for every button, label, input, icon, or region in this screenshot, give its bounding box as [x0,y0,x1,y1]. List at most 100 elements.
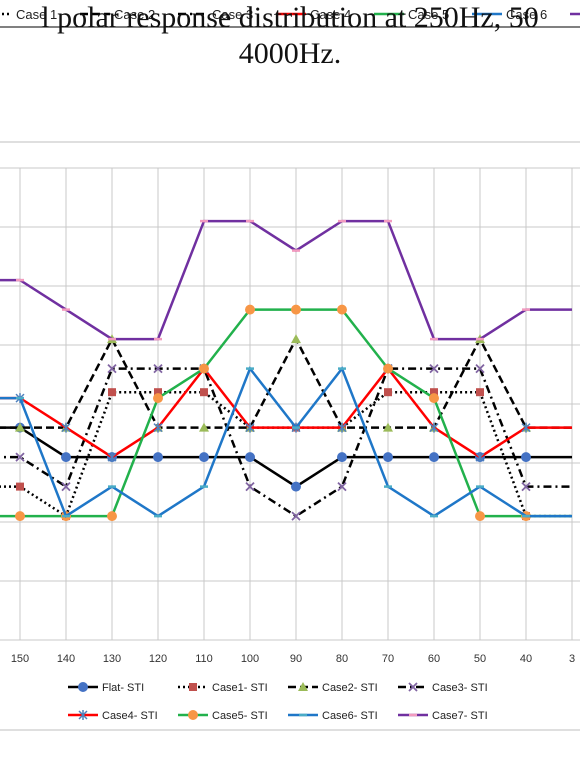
legend-marker [78,710,88,720]
data-point [521,422,531,433]
top-legend-item: Case 6 [472,7,547,22]
data-point [337,304,347,315]
x-tick-label: 60 [428,653,440,665]
legend-item: Case7- STI [398,710,488,722]
data-point [153,452,163,463]
series-line [0,336,572,429]
series-line [0,308,572,518]
legend-marker [188,710,198,720]
x-tick-label: 100 [241,653,259,665]
top-legend-item: Case 5 [374,7,449,22]
top-legend-label: Case 1 [16,7,57,22]
data-point [429,393,439,404]
data-point [430,388,438,397]
data-point [429,422,439,433]
data-point [153,422,163,433]
top-legend-item: Case 3 [178,7,253,22]
data-point [153,393,163,404]
caption-line-2: 4000Hz. [238,37,342,70]
x-tick-label: 40 [520,653,532,665]
chart-grid [0,167,580,641]
data-point [107,511,117,522]
data-point [291,304,301,315]
data-point [245,481,255,492]
top-legend-item: Case 4 [276,7,351,22]
data-point [475,452,485,463]
top-legend-label: Case 2 [114,7,155,22]
x-tick-label: 120 [149,653,167,665]
data-point [521,481,531,492]
data-point [475,363,485,374]
legend-item: Case4- STI [68,710,158,722]
legend-item: Flat- STI [68,682,144,694]
legend-item: Case3- STI [398,682,488,694]
series-line [0,219,572,341]
data-point [108,388,116,397]
legend-label: Case6- STI [322,710,378,722]
data-point [107,452,117,463]
legend-label: Case1- STI [212,682,268,694]
legend-marker [298,682,308,691]
legend-item: Case5- STI [178,710,268,722]
data-point [429,363,439,374]
data-point [16,482,24,491]
data-point [291,511,301,521]
data-point [337,422,347,433]
series-line [0,366,572,459]
chart-legend: Flat- STI Case1- STI Case2- STI Case3- STI C… [68,682,488,722]
data-point [61,422,71,433]
x-tick-label: 140 [57,653,75,665]
series-line [0,426,572,489]
x-tick-label: 80 [336,653,348,665]
data-point [15,511,25,522]
data-point [383,422,393,432]
legend-item: Case2- STI [288,682,378,694]
legend-label: Case7- STI [432,710,488,722]
x-tick-label: 3 [569,653,575,665]
data-point [15,422,25,432]
top-legend-label: Case 6 [506,7,547,22]
x-tick-label: 130 [103,653,121,665]
series-7 [0,366,572,518]
legend-label: Case5- STI [212,710,268,722]
data-point [15,452,25,462]
caption-line-1: l polar response distribution at 250Hz, … [41,1,539,34]
top-legend-item: Case 1 [0,7,57,22]
top-legend-label: Case 5 [408,7,449,22]
legend-item: Case6- STI [288,710,378,722]
legend-label: Case4- STI [102,710,158,722]
data-point [337,452,347,463]
data-point [199,452,209,463]
top-legend: Case 1 Case 2 Case 3 Case 4 Case 5 Case 6 [0,7,580,28]
data-point [245,422,255,433]
series-8 [0,219,572,341]
legend-marker [408,682,418,692]
legend-item: Case1- STI [178,682,268,694]
data-point [199,363,209,374]
data-point [475,511,485,522]
top-legend-label: Case 3 [212,7,253,22]
data-point [199,422,209,432]
data-point [429,452,439,463]
data-point [153,363,163,374]
data-point [291,481,301,492]
line-chart: 150 140 130 120 110 100 90 80 70 60 50 40 3 Flat- STI… [0,141,580,731]
caption: l polar response distribution at 250Hz, … [0,0,580,72]
data-point [61,452,71,463]
series-line [0,367,572,518]
series-3 [0,334,572,432]
legend-label: Flat- STI [102,682,144,694]
data-point [154,388,162,397]
data-point [521,452,531,463]
x-axis-ticks: 150 140 130 120 110 100 90 80 70 60 50 40 3 [11,653,575,665]
data-point [107,363,117,374]
data-point [383,452,393,463]
x-tick-label: 110 [195,653,213,665]
data-point [200,388,208,397]
legend-marker [189,683,197,691]
data-point [476,388,484,397]
legend-marker [78,682,88,692]
data-point [384,388,392,397]
series-line [0,366,572,518]
top-legend-label: Case 4 [310,7,351,22]
